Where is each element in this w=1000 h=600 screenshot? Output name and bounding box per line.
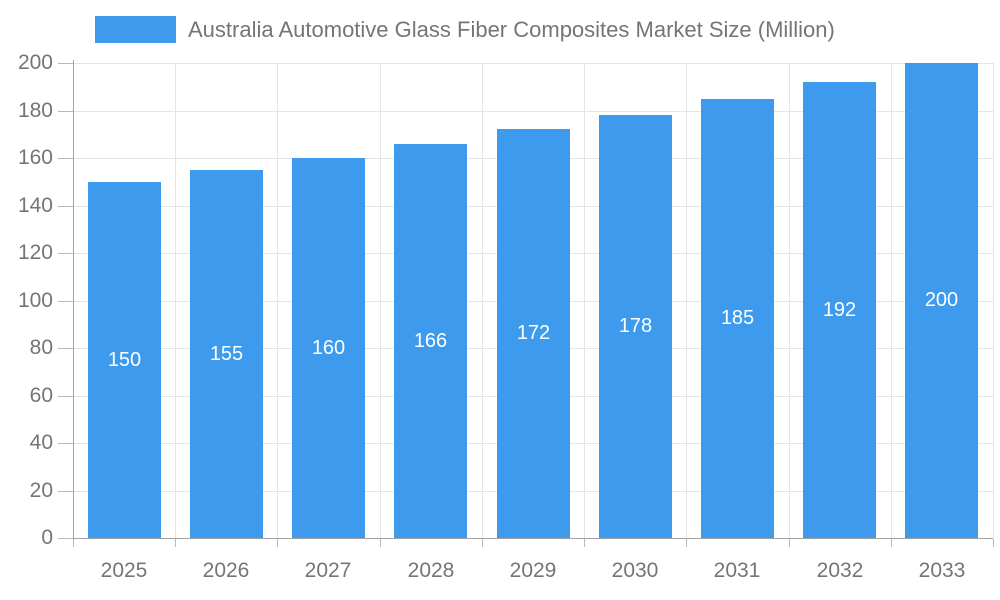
- y-axis-label: 120: [17, 241, 53, 264]
- bar[interactable]: 192: [803, 82, 876, 538]
- x-axis-label: 2029: [509, 559, 557, 582]
- y-axis-tick: [58, 205, 73, 207]
- bar-value-label: 185: [720, 307, 755, 329]
- y-axis-tick: [58, 443, 73, 444]
- y-axis-tick: [58, 158, 73, 159]
- x-gridline: [789, 63, 790, 538]
- y-axis-tick: [58, 110, 73, 112]
- x-gridline: [891, 63, 892, 538]
- x-gridline: [175, 63, 176, 538]
- y-axis-label: 80: [29, 336, 53, 359]
- bar-value-label: 150: [107, 348, 142, 371]
- y-axis-line: [73, 60, 74, 538]
- bar-value-label: 155: [209, 342, 244, 365]
- x-axis-tick: [277, 539, 278, 547]
- bar[interactable]: 150: [88, 182, 161, 538]
- x-axis-label: 2032: [816, 559, 864, 582]
- x-axis-tick: [175, 539, 176, 547]
- x-gridline: [277, 63, 278, 538]
- x-axis-label: 2025: [100, 559, 148, 582]
- y-axis-label: 40: [29, 431, 53, 454]
- bar-value-label: 200: [924, 289, 959, 311]
- bar[interactable]: 185: [701, 99, 774, 538]
- y-axis-label: 20: [29, 478, 53, 502]
- x-gridline: [686, 63, 687, 538]
- bar[interactable]: 166: [394, 144, 467, 538]
- y-axis-label: 100: [17, 288, 53, 312]
- x-axis-tick: [686, 539, 687, 547]
- y-axis-tick: [58, 538, 73, 539]
- bar[interactable]: 160: [292, 158, 365, 538]
- y-axis-label: 60: [29, 383, 53, 407]
- x-axis-tick: [789, 539, 790, 547]
- y-axis-label: 140: [17, 193, 53, 217]
- y-axis-label: 180: [17, 98, 53, 122]
- bar-value-label: 172: [516, 322, 551, 344]
- x-axis-label: 2027: [304, 559, 352, 582]
- y-axis-tick: [58, 63, 73, 64]
- legend-label: Australia Automotive Glass Fiber Composi…: [188, 16, 835, 42]
- x-gridline: [482, 63, 483, 538]
- plot-area: 150 155 160 166 172 178 185 192 200: [73, 63, 994, 538]
- x-axis-label: 2026: [202, 559, 250, 582]
- x-axis-label: 2031: [713, 559, 761, 582]
- y-gridline: [73, 63, 993, 64]
- x-gridline: [380, 63, 381, 538]
- bar-value-label: 166: [413, 329, 448, 352]
- x-axis-tick: [482, 539, 483, 547]
- x-axis-tick: [584, 539, 585, 547]
- x-axis-tick: [73, 539, 74, 547]
- bar-value-label: 192: [822, 298, 857, 321]
- bar-value-label: 178: [618, 315, 653, 337]
- legend-item[interactable]: Australia Automotive Glass Fiber Composi…: [95, 16, 835, 43]
- y-axis-label: 0: [41, 526, 53, 549]
- bar[interactable]: 155: [190, 170, 263, 538]
- bar[interactable]: 200: [905, 63, 978, 538]
- x-axis-tick: [891, 539, 892, 547]
- bar[interactable]: 172: [497, 129, 570, 538]
- bar-value-label: 160: [311, 336, 346, 359]
- bar[interactable]: 178: [599, 115, 672, 538]
- y-axis-label: 160: [17, 146, 53, 169]
- x-axis-line: [73, 538, 993, 539]
- y-axis-tick: [58, 348, 73, 349]
- y-axis-tick: [58, 395, 73, 397]
- y-axis-label: 200: [17, 51, 53, 74]
- y-axis-tick: [58, 300, 73, 302]
- y-gridline: [73, 110, 993, 112]
- x-gridline: [993, 63, 994, 538]
- x-axis-label: 2028: [407, 559, 455, 582]
- x-axis-tick: [380, 539, 381, 547]
- y-axis-tick: [58, 253, 73, 254]
- x-axis-label: 2033: [918, 559, 966, 582]
- x-axis-tick: [993, 539, 994, 547]
- y-axis-tick: [58, 490, 73, 492]
- x-gridline: [584, 63, 585, 538]
- x-axis-label: 2030: [611, 559, 659, 582]
- legend-swatch-icon: [95, 16, 176, 43]
